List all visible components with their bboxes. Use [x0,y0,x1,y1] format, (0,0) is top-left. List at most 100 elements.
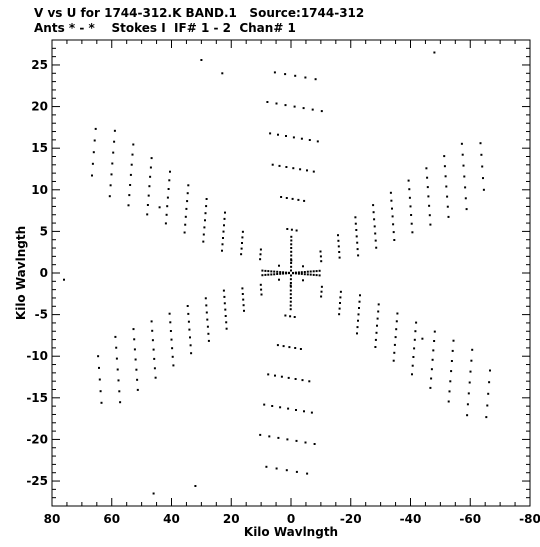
data-point [282,271,285,274]
data-point [295,470,298,473]
data-point [268,435,271,438]
data-point [284,73,287,76]
data-point [338,313,341,316]
data-point [290,247,293,249]
data-point [433,340,436,342]
data-point [427,195,430,198]
data-point [289,289,292,292]
data-point [133,338,136,341]
data-point [407,179,410,182]
data-point [482,177,484,180]
data-point [149,166,152,169]
data-point [98,366,100,369]
data-point [355,229,358,231]
data-point [294,347,297,349]
data-point [131,153,134,156]
data-point [377,310,380,313]
data-point [221,249,223,252]
data-point [267,373,270,376]
y-tick-label: -5 [35,308,48,322]
data-point [110,173,113,176]
data-point [277,133,279,136]
data-point [446,195,449,198]
data-point [373,225,376,228]
data-point [273,270,276,273]
data-point [200,59,203,61]
data-point [304,441,307,444]
y-tick-label: 25 [31,58,48,72]
data-point [204,219,206,222]
data-point [264,269,267,272]
data-point [357,254,360,257]
data-point [275,102,278,105]
data-point [278,164,281,167]
data-point [282,345,285,348]
data-point [259,258,262,261]
data-point [261,269,264,272]
data-point [300,137,303,140]
data-point [222,230,225,233]
data-point [374,239,377,242]
data-point [289,282,292,284]
data-point [279,406,282,409]
data-point [186,200,189,203]
data-point [225,321,228,324]
data-point [425,167,428,170]
y-tick-label: -10 [26,349,48,363]
data-point [391,207,393,210]
data-point [429,386,432,389]
data-point [392,223,395,226]
data-point [320,285,323,288]
data-point [415,321,418,324]
data-point [241,230,244,233]
data-point [280,196,283,198]
data-point [389,191,392,194]
data-point [469,370,472,373]
data-point [313,443,316,445]
data-point [146,204,149,206]
data-point [480,153,483,156]
data-point [289,300,292,303]
data-point [428,214,431,217]
data-point [390,199,393,202]
data-point [149,175,152,178]
data-point [306,169,308,172]
data-point [410,222,413,225]
data-point [450,370,453,373]
data-point [240,247,243,250]
data-point [276,344,279,347]
data-point [315,270,318,273]
data-point [279,271,282,274]
data-point [449,380,452,383]
y-axis-label: Kilo Wavlngth [14,226,28,320]
data-point [391,215,394,218]
data-point [376,317,379,320]
data-point [337,234,339,237]
data-point [158,206,161,209]
data-point [393,351,396,354]
data-point [297,198,300,201]
data-point [411,364,414,367]
data-point [202,240,205,243]
data-point [285,271,288,274]
data-point [294,272,297,275]
data-point [430,368,433,371]
data-point [357,319,359,322]
data-point [285,135,287,137]
data-point [339,296,342,299]
data-point [259,253,262,256]
data-point [151,329,154,332]
data-point [306,273,309,276]
data-point [411,373,413,376]
data-point [310,411,313,414]
data-point [293,105,296,108]
data-point [288,346,291,349]
data-point [190,352,193,355]
data-point [221,72,224,75]
data-point [154,376,157,379]
data-point [276,270,279,273]
data-point [482,188,485,191]
data-point [447,215,450,218]
data-point [447,400,450,403]
